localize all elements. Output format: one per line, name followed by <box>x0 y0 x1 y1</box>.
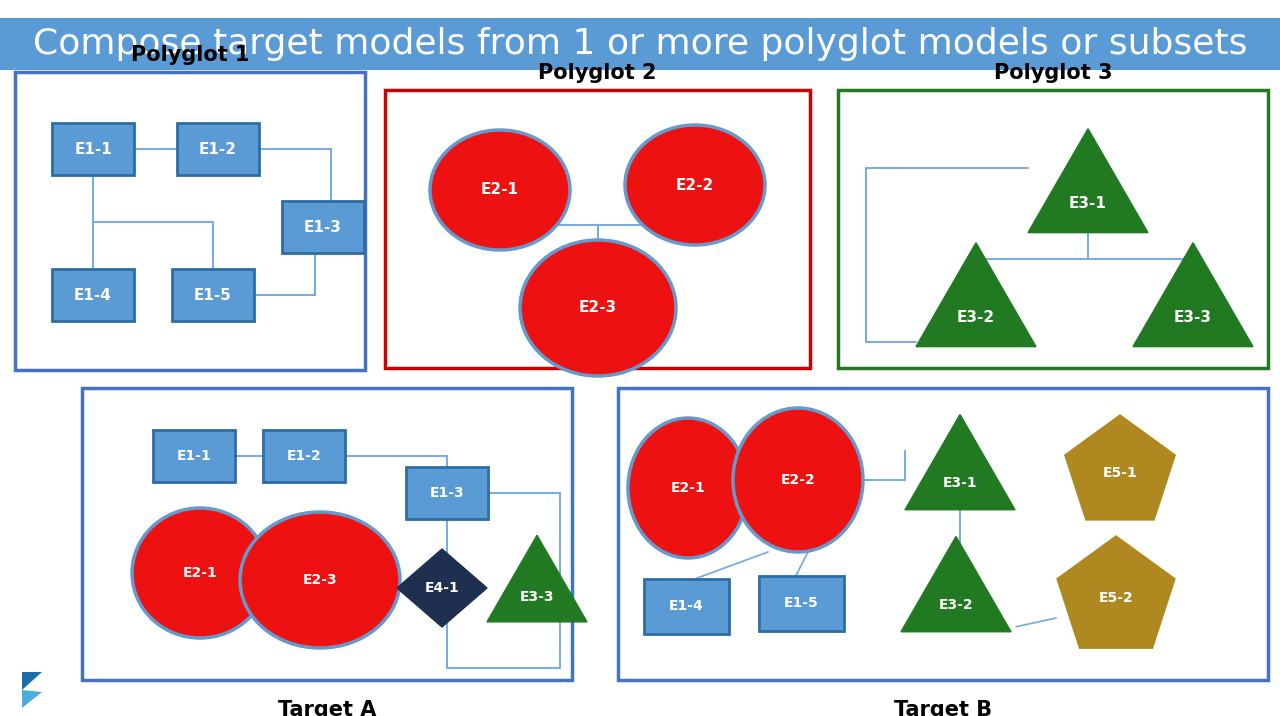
Text: Target B: Target B <box>893 700 992 716</box>
Polygon shape <box>916 243 1036 347</box>
Text: E2-3: E2-3 <box>302 573 338 587</box>
Text: E2-1: E2-1 <box>671 481 705 495</box>
Bar <box>177 123 259 175</box>
Bar <box>15 72 365 370</box>
Ellipse shape <box>733 408 863 552</box>
Bar <box>0 18 1280 70</box>
Text: E2-1: E2-1 <box>183 566 218 580</box>
Bar <box>52 269 134 321</box>
Text: E1-2: E1-2 <box>287 449 321 463</box>
Bar <box>406 467 488 519</box>
Bar <box>759 576 844 631</box>
Polygon shape <box>486 536 588 622</box>
Bar <box>282 201 364 253</box>
Text: E1-4: E1-4 <box>74 288 111 302</box>
Ellipse shape <box>430 130 570 250</box>
Text: E2-3: E2-3 <box>579 301 617 316</box>
Text: Polyglot 2: Polyglot 2 <box>539 63 657 83</box>
Text: E1-1: E1-1 <box>74 142 111 157</box>
Text: E1-4: E1-4 <box>668 599 704 613</box>
Polygon shape <box>1133 243 1253 347</box>
Text: E3-2: E3-2 <box>957 310 995 324</box>
Text: Polyglot 3: Polyglot 3 <box>993 63 1112 83</box>
Text: E1-3: E1-3 <box>430 486 465 500</box>
Text: E1-3: E1-3 <box>305 220 342 235</box>
Bar <box>172 269 253 321</box>
Text: E3-1: E3-1 <box>1069 195 1107 211</box>
Bar <box>262 430 346 482</box>
Bar <box>618 388 1268 680</box>
Text: E2-2: E2-2 <box>676 178 714 193</box>
Bar <box>644 579 728 634</box>
Text: E5-2: E5-2 <box>1098 591 1133 605</box>
Text: Target A: Target A <box>278 700 376 716</box>
Polygon shape <box>905 415 1015 510</box>
Text: E3-1: E3-1 <box>942 475 978 490</box>
Text: E4-1: E4-1 <box>425 581 460 595</box>
Ellipse shape <box>625 125 765 245</box>
Bar <box>82 388 572 680</box>
Polygon shape <box>397 549 486 627</box>
Text: E1-2: E1-2 <box>198 142 237 157</box>
Polygon shape <box>1028 129 1148 233</box>
Text: E2-2: E2-2 <box>781 473 815 487</box>
Text: E3-3: E3-3 <box>520 590 554 604</box>
Ellipse shape <box>132 508 268 638</box>
Bar <box>385 90 810 368</box>
Text: E3-3: E3-3 <box>1174 310 1212 324</box>
Text: Compose target models from 1 or more polyglot models or subsets: Compose target models from 1 or more pol… <box>33 27 1247 61</box>
Polygon shape <box>1057 536 1175 648</box>
Ellipse shape <box>520 240 676 376</box>
Text: E3-2: E3-2 <box>938 598 973 611</box>
Bar <box>154 430 236 482</box>
Polygon shape <box>22 690 42 708</box>
Text: E1-5: E1-5 <box>783 596 818 610</box>
Polygon shape <box>22 672 42 690</box>
Bar <box>838 90 1268 368</box>
Text: E1-5: E1-5 <box>195 288 232 302</box>
Text: Polyglot 1: Polyglot 1 <box>131 45 250 65</box>
Ellipse shape <box>628 418 748 558</box>
Text: E1-1: E1-1 <box>177 449 211 463</box>
Text: E2-1: E2-1 <box>481 183 518 198</box>
Polygon shape <box>1065 415 1175 520</box>
Bar <box>52 123 134 175</box>
Text: E5-1: E5-1 <box>1102 466 1138 480</box>
Polygon shape <box>901 536 1011 632</box>
Ellipse shape <box>241 512 399 648</box>
